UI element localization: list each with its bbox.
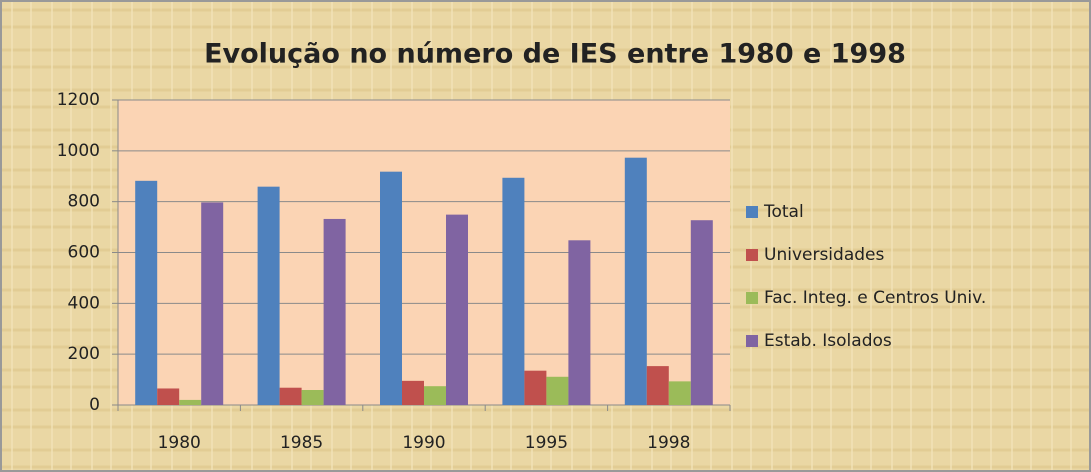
bar: [524, 370, 547, 405]
y-tick-label: 0: [89, 395, 100, 415]
y-tick-label: 1000: [57, 141, 100, 161]
bar: [446, 214, 468, 405]
legend-label: Total: [763, 202, 804, 222]
bar: [201, 202, 224, 405]
bar: [502, 177, 525, 405]
bar: [624, 157, 647, 405]
bar: [279, 387, 302, 405]
x-tick-label: 1990: [402, 433, 445, 453]
y-tick-label: 1200: [57, 90, 100, 110]
y-tick-label: 400: [68, 293, 100, 313]
bar: [179, 399, 202, 405]
bar: [323, 218, 346, 405]
y-tick-label: 200: [68, 344, 100, 364]
x-tick-label: 1995: [525, 433, 568, 453]
x-tick-label: 1985: [280, 433, 323, 453]
y-tick-label: 800: [68, 192, 100, 212]
bar: [668, 381, 691, 405]
legend-label: Universidades: [764, 245, 884, 265]
y-tick-label: 600: [68, 243, 100, 263]
bar: [690, 220, 713, 405]
bar: [646, 366, 669, 405]
bar: [546, 376, 569, 405]
bar: [301, 390, 324, 405]
legend-swatch: [746, 292, 758, 304]
bar: [135, 180, 158, 405]
bar: [568, 240, 591, 405]
bar: [424, 386, 446, 405]
legend-swatch: [746, 206, 758, 218]
legend-swatch: [746, 249, 758, 261]
x-tick-label: 1998: [647, 433, 690, 453]
legend-label: Estab. Isolados: [764, 331, 892, 351]
bar: [380, 171, 402, 405]
legend-swatch: [746, 335, 758, 347]
x-tick-label: 1980: [158, 433, 201, 453]
bar: [157, 388, 180, 405]
legend-label: Fac. Integ. e Centros Univ.: [764, 288, 986, 308]
bar: [257, 186, 280, 405]
bar: [402, 380, 424, 405]
chart-title: Evolução no número de IES entre 1980 e 1…: [204, 39, 906, 70]
